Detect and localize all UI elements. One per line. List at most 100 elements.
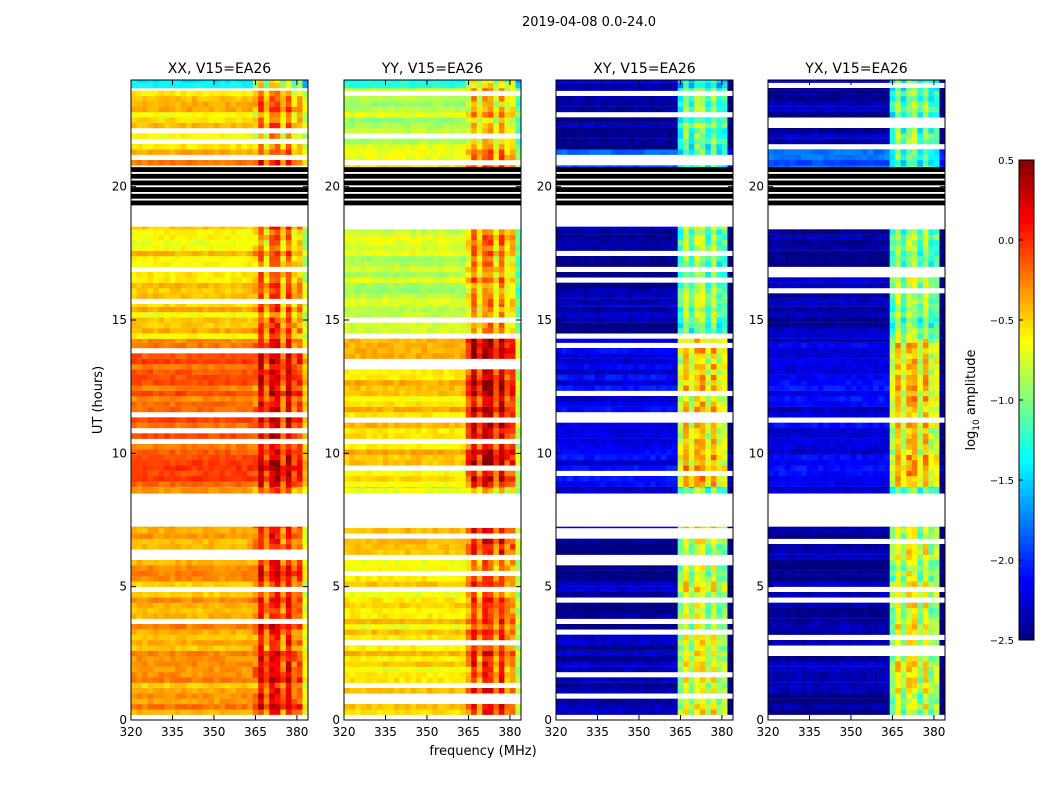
heatmap-cell <box>382 449 389 455</box>
heatmap-cell <box>449 338 455 343</box>
heatmap-cell <box>371 401 378 407</box>
heatmap-cell <box>131 624 137 630</box>
heatmap-cell <box>410 454 417 461</box>
heatmap-cell <box>291 338 298 343</box>
heatmap-cell <box>454 288 461 294</box>
heatmap-cell <box>202 226 209 230</box>
heatmap-cell <box>515 476 522 482</box>
heatmap-cell <box>515 304 522 307</box>
heatmap-cell <box>415 272 422 278</box>
heatmap-cell <box>487 428 494 434</box>
heatmap-cell <box>393 322 400 329</box>
heatmap-cell <box>153 704 159 710</box>
heatmap-cell <box>175 656 182 662</box>
heatmap-cell <box>421 476 428 482</box>
heatmap-cell <box>241 465 248 471</box>
heatmap-cell <box>302 106 309 113</box>
heatmap-cell <box>136 277 143 283</box>
heatmap-cell <box>186 117 193 123</box>
heatmap-cell <box>296 465 303 471</box>
heatmap-cell <box>241 229 248 235</box>
heatmap-cell <box>476 328 483 334</box>
heatmap-cell <box>515 412 522 418</box>
heatmap-cell <box>202 306 209 313</box>
heatmap-cell <box>274 304 281 307</box>
heatmap-cell <box>377 549 384 555</box>
heatmap-cell <box>158 406 165 413</box>
heatmap-cell <box>136 602 143 609</box>
heatmap-cell <box>208 533 215 539</box>
heatmap-cell <box>432 608 439 614</box>
heatmap-cell <box>191 661 198 667</box>
heatmap-cell <box>291 374 298 381</box>
heatmap-cell <box>415 645 422 651</box>
heatmap-cell <box>515 677 522 683</box>
heatmap-cell <box>410 406 417 413</box>
heatmap-cell <box>296 624 303 630</box>
heatmap-cell <box>291 401 298 407</box>
heatmap-cell <box>241 422 248 429</box>
heatmap-cell <box>252 698 259 705</box>
heatmap-cell <box>169 229 176 235</box>
heatmap-cell <box>285 122 292 129</box>
heatmap-cell <box>213 709 220 715</box>
heatmap-cell <box>269 333 276 339</box>
heatmap-cell <box>230 122 237 129</box>
heatmap-cell <box>208 624 215 630</box>
heatmap-cell <box>360 342 367 349</box>
heatmap-cell <box>136 650 143 657</box>
heatmap-cell <box>449 672 455 678</box>
heatmap-cell <box>180 261 187 267</box>
heatmap-cell <box>213 282 220 289</box>
panel-frame <box>130 79 309 721</box>
heatmap-cell <box>349 528 356 534</box>
heatmap-cell <box>247 96 253 102</box>
heatmap-cell <box>377 338 384 343</box>
heatmap-cell <box>252 245 259 251</box>
heatmap-cell <box>247 106 253 113</box>
heatmap-cell <box>219 693 226 699</box>
heatmap-cell <box>252 656 259 662</box>
heatmap-cell <box>169 465 176 471</box>
heatmap-cell <box>471 288 478 294</box>
heatmap-cell <box>230 306 237 313</box>
heatmap-cell <box>509 613 516 619</box>
heatmap-cell <box>269 693 276 699</box>
heatmap-cell <box>191 650 198 657</box>
heatmap-cell <box>291 406 298 413</box>
heatmap-cell <box>460 385 466 391</box>
heatmap-cell <box>274 698 281 705</box>
heatmap-cell <box>388 672 395 678</box>
heatmap-cell <box>432 613 439 619</box>
heatmap-cell <box>285 406 292 413</box>
heatmap-cell <box>285 261 292 267</box>
heatmap-cell <box>169 250 176 257</box>
heatmap-cell <box>415 565 422 571</box>
heatmap-cell <box>449 645 455 651</box>
heatmap-cell <box>191 322 198 329</box>
heatmap-cell <box>225 661 231 667</box>
heatmap-cell <box>247 698 253 705</box>
heatmap-cell <box>169 488 176 494</box>
heatmap-cell <box>236 261 242 267</box>
heatmap-cell <box>393 428 400 434</box>
x-tick-label: 380 <box>285 725 308 739</box>
heatmap-cell <box>393 688 400 694</box>
heatmap-cell <box>504 266 511 273</box>
heatmap-cell <box>197 417 204 423</box>
heatmap-cell <box>258 645 265 651</box>
heatmap-cell <box>454 342 461 349</box>
heatmap-cell <box>247 629 253 635</box>
heatmap-cell <box>180 544 187 550</box>
heatmap-cell <box>355 338 361 343</box>
heatmap-cell <box>247 449 253 455</box>
heatmap-cell <box>509 656 516 662</box>
heatmap-cell <box>197 229 204 235</box>
heatmap-cell <box>274 282 281 289</box>
heatmap-cell <box>399 704 406 710</box>
heatmap-cell <box>186 317 193 323</box>
heatmap-cell <box>349 348 356 354</box>
heatmap-cell <box>404 528 411 534</box>
heatmap-cell <box>426 538 433 545</box>
heatmap-cell <box>274 613 281 619</box>
